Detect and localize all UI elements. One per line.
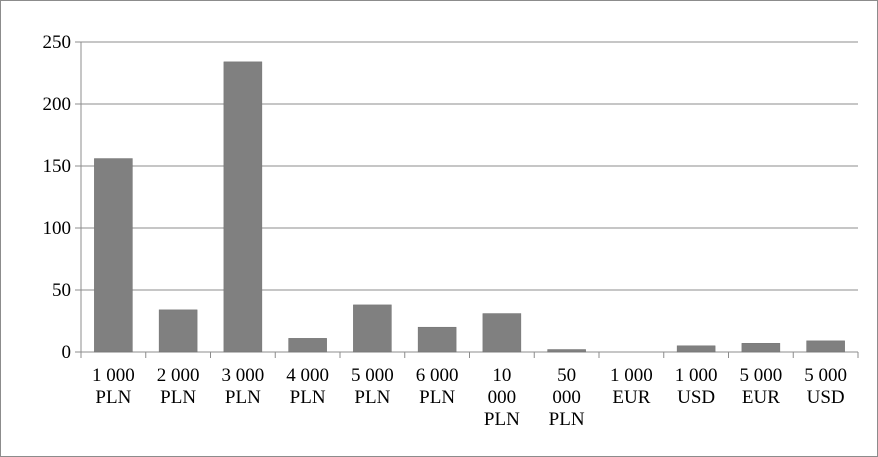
x-category-label-line: 5 000 [804, 365, 847, 386]
x-category-label-line: USD [807, 387, 845, 408]
x-category-label: 5 000 PLN [351, 365, 394, 408]
bars [94, 61, 845, 353]
axes [75, 41, 859, 358]
y-tick-label: 0 [62, 342, 72, 363]
x-category-label-line: PLN [484, 409, 520, 430]
bar-3 [288, 338, 327, 353]
x-category-label: 5 000 EUR [740, 365, 783, 408]
x-category-label-line: PLN [354, 387, 390, 408]
x-category-label-line: PLN [160, 387, 196, 408]
x-category-label-line: EUR [612, 387, 650, 408]
x-category-label-line: PLN [95, 387, 131, 408]
x-category-label: 4 000 PLN [286, 365, 329, 408]
x-category-label: 10 000 PLN [484, 365, 520, 430]
bar-10 [741, 343, 781, 353]
y-tick-label: 200 [43, 94, 72, 115]
y-tick-label: 250 [43, 32, 72, 53]
bar-5 [417, 326, 457, 353]
x-category-label-line: 6 000 [416, 365, 459, 386]
x-category-label-line: USD [677, 387, 715, 408]
x-category-label: 1 000 PLN [92, 365, 135, 408]
x-category-label-line: 1 000 [675, 365, 718, 386]
bar-0 [94, 158, 133, 353]
gridlines [81, 41, 858, 291]
x-category-label-line: PLN [419, 387, 455, 408]
y-tick-labels: 0 50 100 150 200 250 [43, 32, 72, 363]
x-category-label-line: 10 [492, 365, 511, 386]
x-category-label-line: 2 000 [157, 365, 200, 386]
y-tick-label: 50 [52, 280, 71, 301]
x-category-label-line: 000 [488, 387, 517, 408]
x-category-label: 1 000 EUR [610, 365, 653, 408]
x-category-label: 5 000 USD [804, 365, 847, 408]
x-category-label-line: 000 [552, 387, 581, 408]
x-category-label-line: 4 000 [286, 365, 329, 386]
x-category-label-line: 50 [557, 365, 576, 386]
bar-6 [482, 313, 522, 353]
x-category-label-line: PLN [549, 409, 585, 430]
x-category-label-line: PLN [290, 387, 326, 408]
bar-7 [547, 349, 586, 353]
x-category-label-line: 1 000 [610, 365, 653, 386]
x-category-label: 2 000 PLN [157, 365, 200, 408]
x-category-label: 3 000 PLN [222, 365, 265, 408]
x-category-label-line: 1 000 [92, 365, 135, 386]
x-category-label: 1 000 USD [675, 365, 718, 408]
y-tick-label: 100 [43, 218, 72, 239]
x-category-label-line: PLN [225, 387, 261, 408]
x-category-label-line: EUR [742, 387, 780, 408]
bar-9 [676, 345, 716, 353]
bar-2 [223, 61, 263, 353]
x-category-label-line: 3 000 [222, 365, 265, 386]
bar-1 [158, 309, 198, 353]
bar-4 [353, 304, 392, 353]
x-category-label: 50 000 PLN [549, 365, 585, 430]
x-category-label-line: 5 000 [740, 365, 783, 386]
x-category-label: 6 000 PLN [416, 365, 459, 408]
bar-11 [806, 340, 845, 353]
y-tick-label: 150 [43, 156, 72, 177]
x-category-label-line: 5 000 [351, 365, 394, 386]
